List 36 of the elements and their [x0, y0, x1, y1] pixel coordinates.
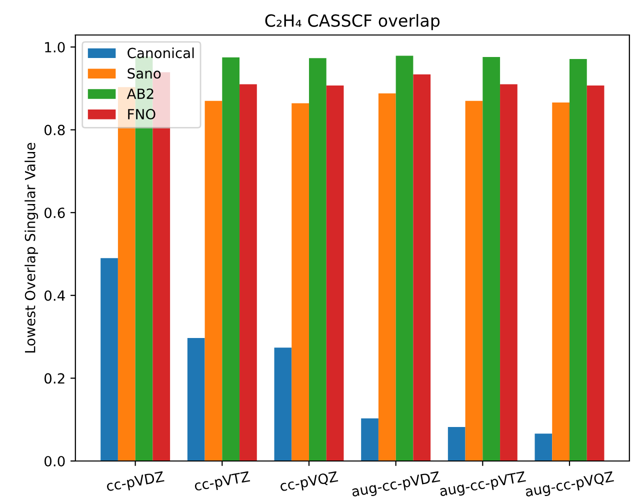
bar — [534, 434, 552, 461]
legend-label: Canonical — [128, 48, 194, 58]
bar — [187, 338, 205, 461]
bar — [326, 86, 344, 461]
bar — [482, 56, 500, 461]
y-axis-title: Lowest Overlap Singular Value — [24, 142, 38, 353]
bar — [361, 418, 378, 461]
x-tick-label: cc-pVDZ — [106, 471, 165, 494]
bar — [100, 258, 118, 461]
bar — [274, 348, 292, 461]
y-tick-label: 0.8 — [44, 124, 65, 136]
bar — [500, 84, 518, 461]
legend-label: AB2 — [126, 88, 154, 99]
x-tick-label: cc-pVQZ — [280, 471, 339, 494]
bar — [396, 56, 414, 461]
bar — [586, 86, 604, 461]
y-tick-label: 0.6 — [44, 208, 65, 218]
bar — [552, 102, 570, 461]
bar — [222, 57, 240, 461]
y-tick-label: 0.0 — [44, 456, 65, 466]
bar — [570, 59, 587, 461]
y-tick-label: 1.0 — [45, 42, 65, 52]
chart-title: C₂H₄ CASSCF overlap — [265, 14, 440, 30]
y-tick-label: 0.4 — [44, 290, 65, 301]
bar — [292, 103, 309, 461]
bar — [308, 58, 326, 461]
x-tick-label: cc-pVTZ — [194, 471, 251, 494]
bar — [413, 74, 431, 461]
bar — [448, 427, 466, 461]
legend-label: FNO — [128, 108, 156, 120]
legend-label: Sano — [128, 68, 161, 79]
bar — [204, 100, 222, 461]
bar — [240, 84, 257, 461]
bar — [378, 93, 396, 461]
y-tick-label: 0.2 — [44, 373, 64, 384]
bar — [465, 100, 483, 461]
